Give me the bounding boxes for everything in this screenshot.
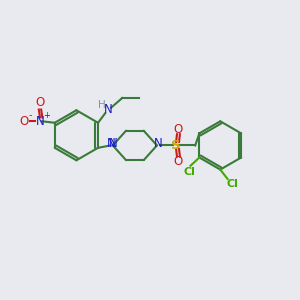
Text: Cl: Cl <box>227 179 239 189</box>
Text: +: + <box>43 112 50 121</box>
Text: -: - <box>28 110 32 120</box>
Text: N: N <box>107 137 116 150</box>
Text: O: O <box>173 155 182 168</box>
Text: S: S <box>171 139 181 152</box>
Text: O: O <box>173 123 182 136</box>
Text: N: N <box>36 115 44 128</box>
Text: N: N <box>108 137 117 150</box>
Text: O: O <box>19 115 28 128</box>
Text: H: H <box>98 100 106 110</box>
Text: O: O <box>35 96 45 109</box>
Text: N: N <box>154 137 163 150</box>
Text: N: N <box>104 103 113 116</box>
Text: Cl: Cl <box>184 167 196 177</box>
